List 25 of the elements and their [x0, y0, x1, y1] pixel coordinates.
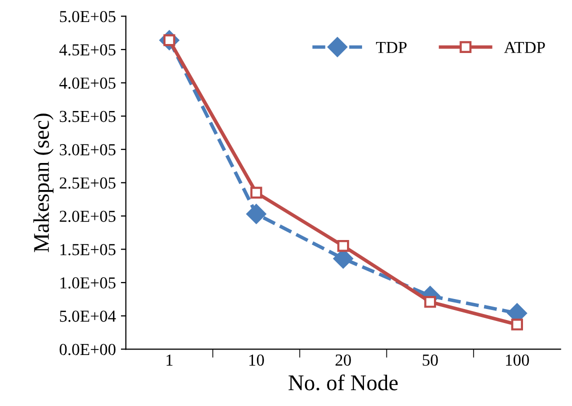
point — [337, 240, 350, 252]
point — [511, 318, 523, 330]
point — [246, 204, 266, 224]
y-axis-title: Makespan (sec) — [33, 114, 54, 252]
y-tick-label: 2.0E+05 — [60, 210, 116, 222]
y-tick-label: 1.5E+05 — [60, 244, 116, 256]
x-tick-label: 50 — [422, 354, 438, 366]
y-tick-label: 3.0E+05 — [60, 144, 116, 156]
y-tick-label: 0.0E+00 — [60, 344, 116, 356]
x-tick-label: 1 — [166, 354, 172, 366]
y-tick-label: 4.0E+05 — [59, 78, 116, 89]
x-tick-label: 100 — [506, 354, 529, 366]
y-tick-label: 1.0E+05 — [60, 277, 116, 289]
legend-label: TDP — [376, 42, 407, 53]
y-tick-label: 2.5E+05 — [60, 177, 116, 189]
point — [424, 296, 436, 308]
x-tick-label: 10 — [249, 354, 264, 366]
y-tick-label: 4.5E+05 — [59, 44, 116, 56]
y-tick-label: 5.0E+05 — [60, 10, 116, 22]
x-axis-title: No. of Node — [288, 374, 398, 390]
y-tick-label: 3.5E+05 — [60, 110, 116, 122]
y-tick-label: 5.0E+04 — [60, 310, 116, 322]
point — [250, 186, 262, 199]
legend-label: ATDP — [504, 42, 545, 53]
x-tick-label: 20 — [336, 354, 351, 366]
